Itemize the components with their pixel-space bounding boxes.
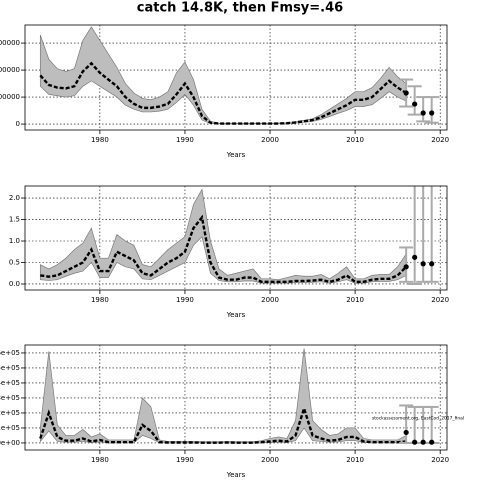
x-tick-label: 1980 — [91, 136, 109, 144]
y-tick-label: 0.0 — [9, 280, 20, 288]
confidence-band — [39, 188, 407, 284]
x-tick-label: 2020 — [431, 136, 449, 144]
y-tick-label: 2.0 — [9, 194, 20, 202]
x-tick-label: 2020 — [431, 456, 449, 464]
x-tick-label: 2000 — [261, 456, 279, 464]
x-tick-label: 2010 — [346, 296, 364, 304]
x-tick-label: 2000 — [261, 136, 279, 144]
confidence-band — [39, 26, 407, 125]
y-tick-label: 200000 — [0, 66, 20, 74]
y-tick-label: 0 — [16, 120, 20, 128]
chart-title: catch 14.8K, then Fmsy=.46 — [137, 1, 343, 16]
x-tick-label: 1980 — [91, 296, 109, 304]
y-tick-label: 1.0 — [9, 237, 20, 245]
projection-point — [429, 439, 435, 445]
y-tick-label: 1e+05 — [0, 424, 20, 432]
projection-point — [429, 110, 435, 116]
y-tick-label: 0e+00 — [0, 439, 20, 447]
x-tick-label: 1990 — [176, 136, 194, 144]
plot-area — [25, 25, 447, 130]
x-tick-label: 2000 — [261, 296, 279, 304]
projection-point — [403, 90, 409, 96]
y-tick-label: 1.5 — [9, 216, 20, 224]
plot-frame — [24, 185, 448, 291]
annotation: stockassessment.org, EastCod_2017_final — [372, 416, 464, 422]
plot-area — [25, 186, 447, 290]
projection-point — [429, 261, 435, 267]
x-tick-label: 1980 — [91, 456, 109, 464]
estimate-line — [39, 61, 407, 125]
x-tick-label: 1990 — [176, 456, 194, 464]
projection-point — [420, 439, 426, 445]
plot-area — [25, 345, 447, 450]
y-tick-label: 4e+05 — [0, 379, 20, 387]
x-axis-label: Years — [226, 471, 246, 479]
y-tick-label: 300000 — [0, 39, 20, 47]
y-tick-label: 2e+05 — [0, 409, 20, 417]
y-tick-label: 3e+05 — [0, 394, 20, 402]
y-tick-label: 6e+05 — [0, 349, 20, 357]
x-tick-label: 2020 — [431, 296, 449, 304]
projection-point — [420, 261, 426, 267]
estimate-line — [39, 404, 407, 444]
x-tick-label: 1990 — [176, 296, 194, 304]
confidence-band — [39, 348, 407, 444]
plot-frame — [24, 344, 448, 451]
x-tick-label: 2010 — [346, 456, 364, 464]
projection-point — [403, 429, 409, 436]
y-tick-label: 5e+05 — [0, 364, 20, 372]
x-tick-label: 2010 — [346, 136, 364, 144]
projection-point — [412, 439, 418, 445]
y-tick-label: 100000 — [0, 93, 20, 101]
x-axis-label: Years — [226, 311, 246, 319]
y-tick-label: 0.5 — [9, 258, 20, 266]
projection-point — [420, 110, 426, 116]
plot-frame — [24, 24, 448, 131]
projection-point — [403, 264, 409, 270]
projection-point — [412, 101, 418, 107]
estimate-line — [40, 214, 408, 284]
x-axis-label: Years — [226, 151, 246, 159]
projection-point — [412, 254, 418, 260]
